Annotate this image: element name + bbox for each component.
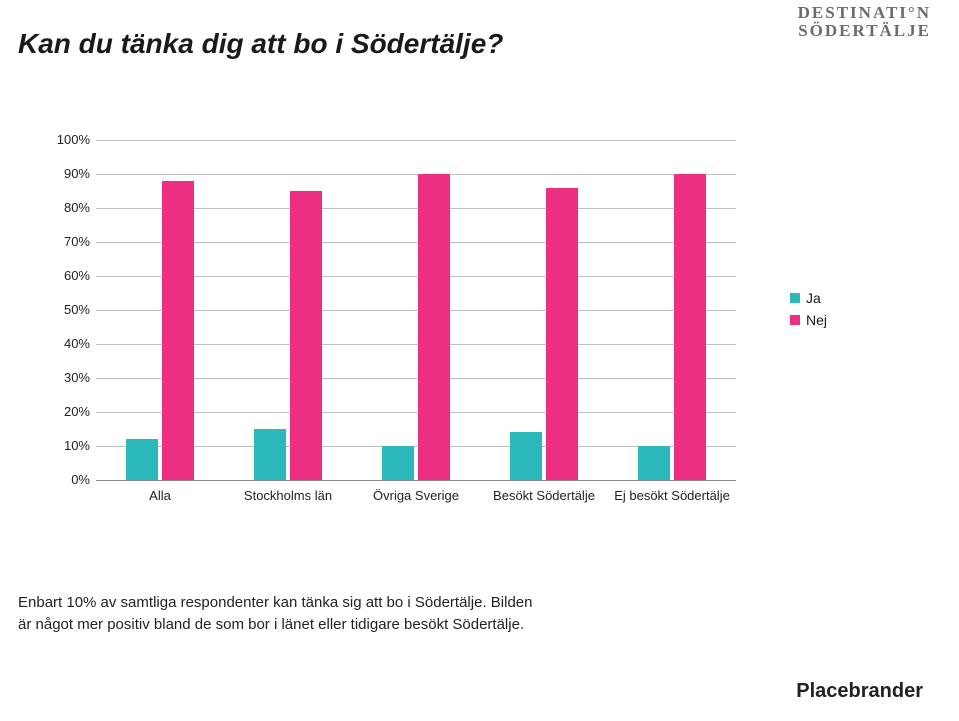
y-axis-label: 100% bbox=[36, 132, 90, 147]
x-axis-label: Stockholms län bbox=[224, 488, 352, 503]
y-axis-label: 40% bbox=[36, 336, 90, 351]
bar-nej bbox=[418, 174, 450, 480]
footer-brand: Placebrander bbox=[796, 680, 923, 703]
y-axis-label: 50% bbox=[36, 302, 90, 317]
logo-line2: SÖDERTÄLJE bbox=[798, 22, 931, 40]
gridline bbox=[96, 140, 736, 141]
legend-swatch-icon bbox=[790, 315, 800, 325]
bar-chart: 0%10%20%30%40%50%60%70%80%90%100% AllaSt… bbox=[36, 140, 756, 520]
x-axis-label: Ej besökt Södertälje bbox=[608, 488, 736, 503]
page-title: Kan du tänka dig att bo i Södertälje? bbox=[18, 28, 503, 60]
bar-ja bbox=[510, 432, 542, 480]
gridline bbox=[96, 174, 736, 175]
y-axis-label: 0% bbox=[36, 472, 90, 487]
legend-swatch-icon bbox=[790, 293, 800, 303]
chart-legend: Ja Nej bbox=[790, 290, 827, 334]
bar-ja bbox=[382, 446, 414, 480]
legend-item: Ja bbox=[790, 290, 827, 306]
bar-ja bbox=[638, 446, 670, 480]
y-axis-label: 70% bbox=[36, 234, 90, 249]
y-axis-label: 30% bbox=[36, 370, 90, 385]
legend-item: Nej bbox=[790, 312, 827, 328]
bar-nej bbox=[546, 188, 578, 480]
y-axis-label: 20% bbox=[36, 404, 90, 419]
bar-nej bbox=[162, 181, 194, 480]
chart-plot-area bbox=[96, 140, 736, 481]
x-axis-label: Alla bbox=[96, 488, 224, 503]
y-axis-label: 60% bbox=[36, 268, 90, 283]
bar-nej bbox=[674, 174, 706, 480]
caption-text: Enbart 10% av samtliga respondenter kan … bbox=[18, 592, 538, 636]
y-axis-label: 90% bbox=[36, 166, 90, 181]
bar-ja bbox=[254, 429, 286, 480]
bar-nej bbox=[290, 191, 322, 480]
legend-label: Nej bbox=[806, 312, 827, 328]
logo-line1: DESTINATI°N bbox=[798, 4, 931, 22]
y-axis-label: 80% bbox=[36, 200, 90, 215]
x-axis-label: Övriga Sverige bbox=[352, 488, 480, 503]
destination-logo: DESTINATI°N SÖDERTÄLJE bbox=[798, 4, 931, 40]
x-axis-label: Besökt Södertälje bbox=[480, 488, 608, 503]
bar-ja bbox=[126, 439, 158, 480]
legend-label: Ja bbox=[806, 290, 821, 306]
y-axis-label: 10% bbox=[36, 438, 90, 453]
